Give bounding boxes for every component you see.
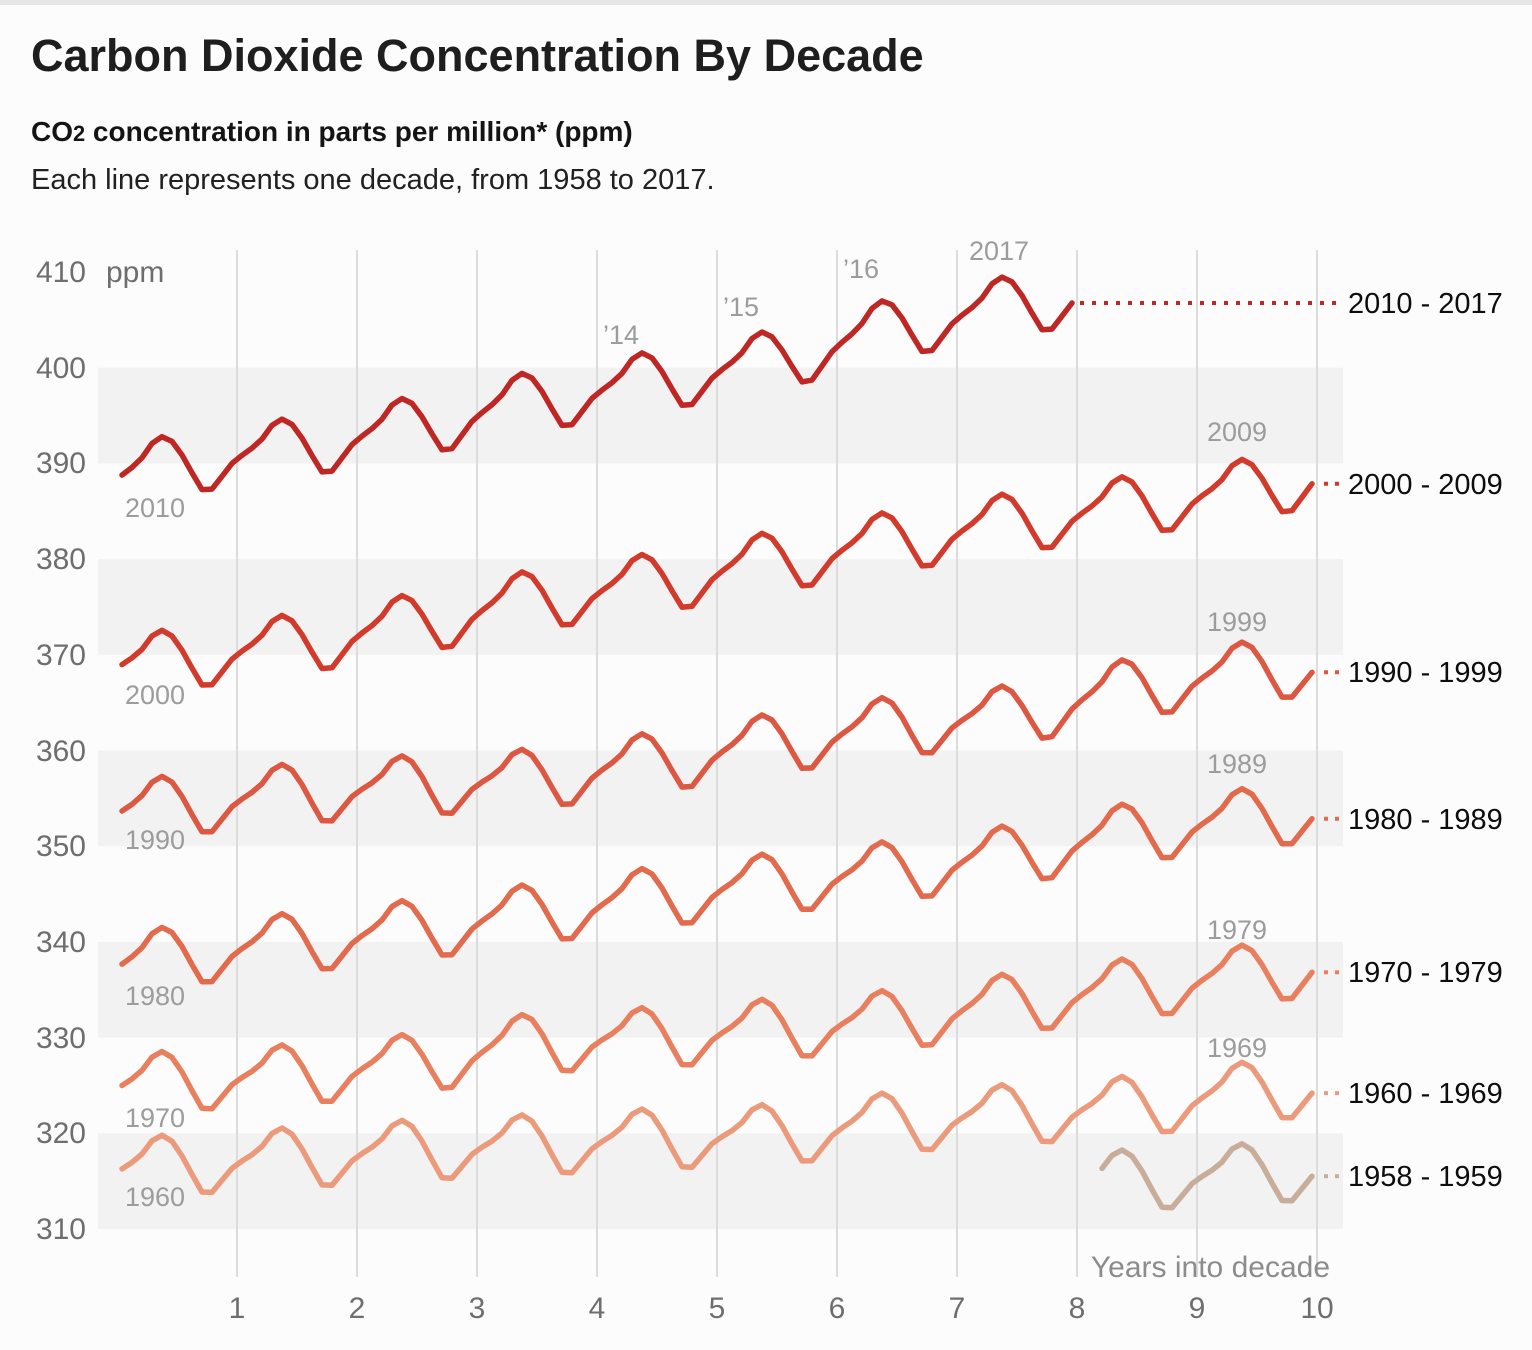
series-line-2010-2017 (119, 274, 1075, 493)
x-axis-title: Years into decade (1091, 1251, 1330, 1284)
x-tick-7: 7 (949, 1292, 966, 1325)
x-tick-1: 1 (229, 1292, 246, 1325)
decade-range-labels: 2010 - 2017 2000 - 2009 1990 - 1999 1980 - … (1348, 288, 1503, 1193)
page-title: Carbon Dioxide Concentration By Decade (31, 30, 924, 81)
start-label-1960: 1960 (125, 1182, 185, 1212)
y-tick-320: 320 (36, 1117, 86, 1150)
series-label-1980-1989: 1980 - 1989 (1348, 804, 1503, 836)
x-axis-labels: 1 2 3 4 5 6 7 8 9 10 (229, 1292, 1334, 1325)
start-label-2000: 2000 (125, 680, 185, 710)
series-line-1960-1969 (119, 1059, 1315, 1196)
peak-label-2017: 2017 (969, 236, 1029, 266)
peak-label-1999: 1999 (1207, 607, 1267, 637)
year-gridlines (236, 250, 1318, 1277)
y-tick-400: 400 (36, 352, 86, 385)
peak-label-1989: 1989 (1207, 749, 1267, 779)
x-tick-10: 10 (1300, 1292, 1333, 1325)
series-line-1970-1979 (119, 942, 1315, 1112)
y-tick-380: 380 (36, 543, 86, 576)
label-leader-dashes (1080, 301, 1343, 1179)
y-tick-360: 360 (36, 735, 86, 768)
decade-lines (119, 274, 1315, 1211)
inline-year-annotations: 2010 2000 1990 1980 1970 1960 ’14 ’15 ’16 2017 200… (125, 236, 1267, 1212)
y-tick-340: 340 (36, 926, 86, 959)
start-label-1980: 1980 (125, 981, 185, 1011)
y-tick-370: 370 (36, 639, 86, 672)
y-tick-390: 390 (36, 447, 86, 480)
band-390-400 (98, 367, 1343, 464)
subtitle-co-subscript: 2 (73, 121, 86, 147)
x-tick-9: 9 (1189, 1292, 1206, 1325)
x-tick-2: 2 (349, 1292, 366, 1325)
band-310-320 (98, 1133, 1343, 1229)
series-line-1980-1989 (119, 785, 1315, 985)
y-axis-labels: 410 400 390 380 370 360 350 340 330 320 310 (36, 256, 86, 1246)
peak-label-15: ’15 (723, 292, 759, 322)
y-axis-unit-label: ppm (106, 256, 164, 289)
y-tick-350: 350 (36, 830, 86, 863)
start-label-1990: 1990 (125, 825, 185, 855)
series-label-1990-1999: 1990 - 1999 (1348, 657, 1503, 689)
series-label-1970-1979: 1970 - 1979 (1348, 957, 1503, 989)
band-350-360 (98, 750, 1343, 847)
peak-label-1979: 1979 (1207, 915, 1267, 945)
series-line-1958-1959 (1099, 1141, 1315, 1211)
series-line-1990-1999 (119, 639, 1315, 835)
chart-description: Each line represents one decade, from 19… (31, 164, 715, 196)
subtitle-text: concentration in parts per million* (ppm… (85, 116, 633, 147)
peak-label-2009: 2009 (1207, 417, 1267, 447)
x-tick-8: 8 (1069, 1292, 1086, 1325)
subtitle-co-prefix: CO (31, 116, 73, 147)
y-tick-310: 310 (36, 1213, 86, 1246)
peak-label-14: ’14 (603, 320, 639, 350)
series-label-2010-2017: 2010 - 2017 (1348, 288, 1503, 320)
start-label-2010: 2010 (125, 493, 185, 523)
series-line-2000-2009 (119, 456, 1315, 688)
x-tick-4: 4 (589, 1292, 606, 1325)
series-label-2000-2009: 2000 - 2009 (1348, 469, 1503, 501)
start-label-1970: 1970 (125, 1103, 185, 1133)
x-tick-6: 6 (829, 1292, 846, 1325)
chart-subtitle: CO2 concentration in parts per million* … (31, 116, 633, 148)
y-tick-410: 410 (36, 256, 86, 289)
series-label-1960-1969: 1960 - 1969 (1348, 1078, 1503, 1110)
peak-label-1969: 1969 (1207, 1033, 1267, 1063)
x-tick-5: 5 (709, 1292, 726, 1325)
top-border-strip (0, 0, 1532, 5)
series-label-1958-1959: 1958 - 1959 (1348, 1161, 1503, 1193)
alternating-bands (98, 367, 1343, 1229)
band-330-340 (98, 941, 1343, 1038)
x-tick-3: 3 (469, 1292, 486, 1325)
y-tick-330: 330 (36, 1022, 86, 1055)
peak-label-16: ’16 (843, 254, 879, 284)
